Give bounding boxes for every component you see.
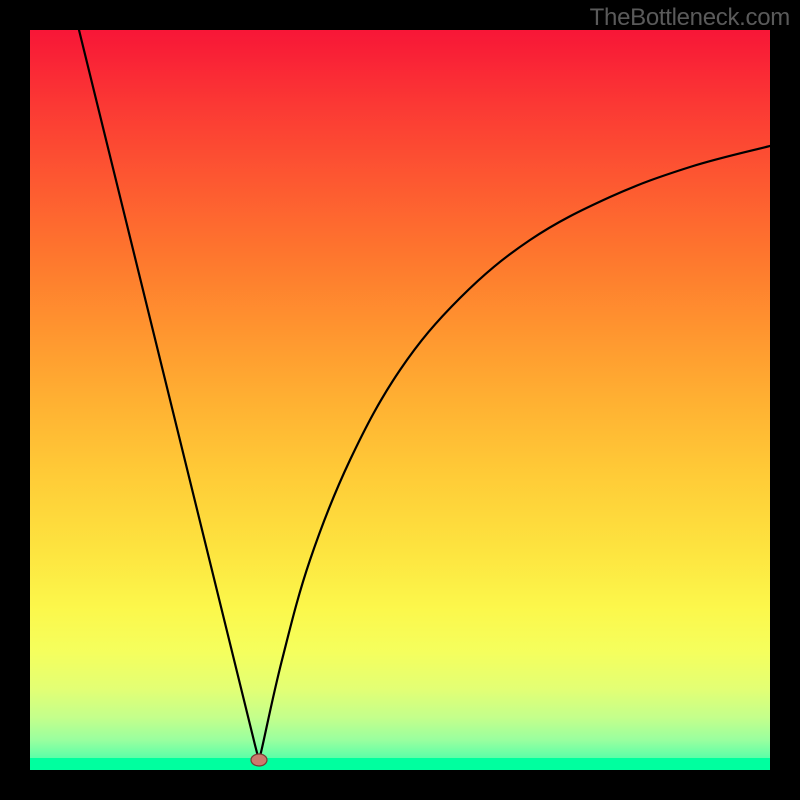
watermark-text: TheBottleneck.com bbox=[590, 4, 790, 32]
chart-svg bbox=[0, 0, 800, 800]
minimum-marker bbox=[251, 754, 267, 766]
gradient-background bbox=[30, 30, 770, 770]
chart-container: TheBottleneck.com bbox=[0, 0, 800, 800]
plot-area bbox=[30, 30, 770, 770]
bottom-green-band bbox=[30, 758, 770, 770]
